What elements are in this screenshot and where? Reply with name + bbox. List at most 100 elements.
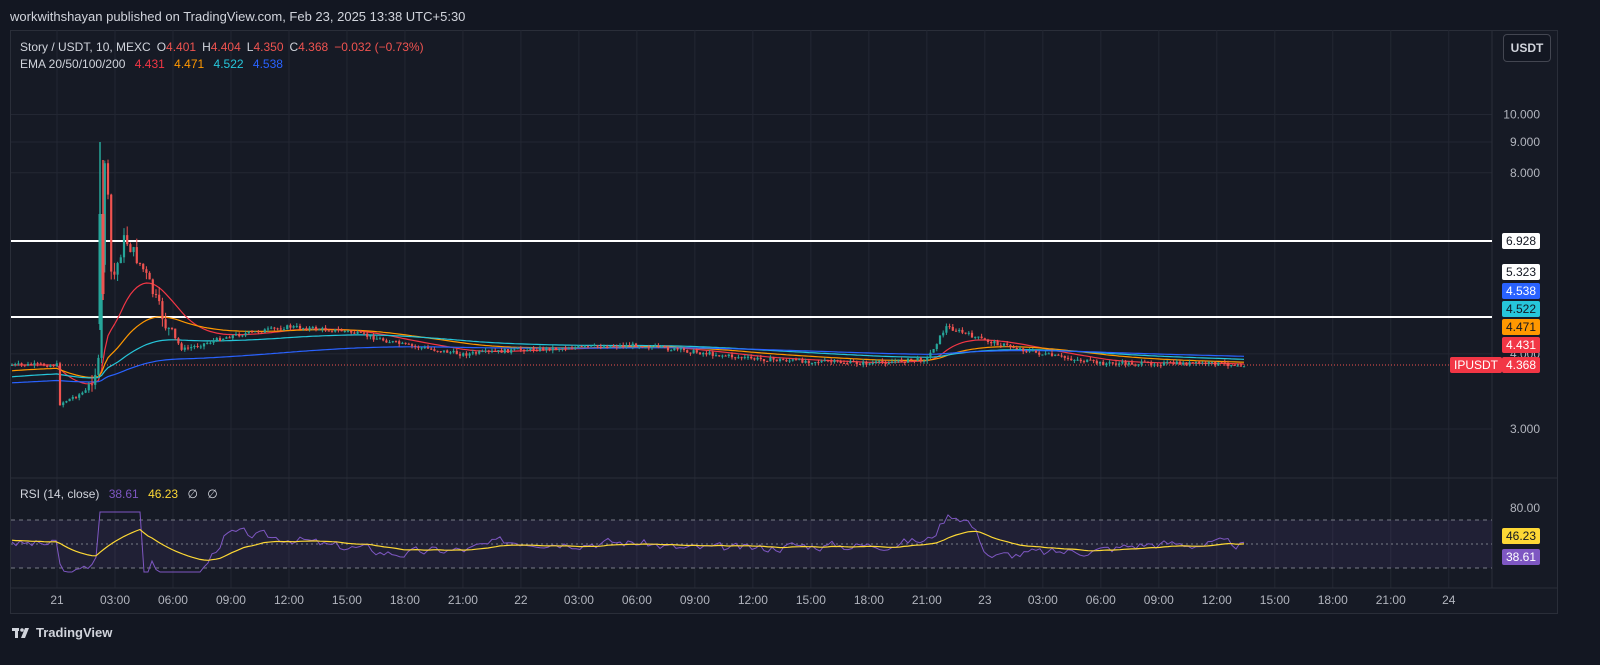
ema200-line: [11, 346, 1245, 384]
candle-body: [983, 338, 986, 340]
candle-body: [740, 357, 743, 359]
candle-body: [174, 328, 177, 339]
candle-body: [727, 354, 730, 356]
candle-body: [369, 335, 372, 337]
candle-body: [308, 327, 311, 330]
candle-body: [30, 363, 33, 366]
candle-body: [266, 328, 270, 330]
footer-bar: TradingView: [0, 615, 1600, 665]
candle-body: [974, 336, 977, 338]
candle-body: [638, 346, 641, 348]
candle-body: [36, 363, 39, 365]
candle-body: [420, 347, 423, 349]
candle-body: [164, 319, 167, 329]
candle-body: [196, 346, 199, 348]
candle-body: [458, 354, 462, 356]
candle-body: [945, 326, 948, 333]
candle-body: [673, 348, 676, 351]
candle-body: [1041, 354, 1044, 356]
candle-body: [1015, 347, 1018, 350]
candle-body: [814, 362, 817, 364]
candle-body: [260, 332, 263, 334]
candle-body: [449, 352, 452, 354]
candle-body: [967, 332, 970, 334]
candle-body: [804, 360, 807, 363]
candle-body: [398, 341, 401, 344]
chart-frame[interactable]: [10, 30, 1558, 614]
candle-body: [817, 362, 820, 364]
currency-button[interactable]: USDT: [1503, 34, 1551, 62]
candle-body: [714, 355, 718, 357]
ema20-tag: 4.431: [1502, 337, 1541, 353]
ema-name: EMA 20/50/100/200: [20, 57, 126, 71]
candle-body: [1207, 361, 1210, 365]
candle-body: [1188, 362, 1191, 366]
candle-body: [519, 348, 522, 350]
candle-body: [423, 347, 426, 349]
time-tick-label: 18:00: [854, 593, 884, 607]
candle-body: [474, 352, 478, 354]
candle-body: [10, 364, 14, 366]
candle-body: [180, 343, 183, 350]
open-value: 4.401: [166, 40, 197, 54]
time-tick-label: 09:00: [216, 593, 246, 607]
time-tick-label: 06:00: [1086, 593, 1116, 607]
candle-body: [52, 365, 55, 367]
candle-body: [737, 357, 740, 359]
candle-body: [202, 343, 206, 347]
candle-body: [756, 357, 759, 360]
spike-body: [98, 214, 102, 324]
candle-body: [116, 263, 119, 275]
candle-body: [641, 346, 644, 348]
candle-body: [199, 346, 202, 348]
candle-body: [90, 384, 94, 386]
candle-body: [343, 330, 346, 332]
ema-legend[interactable]: EMA 20/50/100/200 4.431 4.471 4.522 4.53…: [20, 57, 289, 71]
candle-body: [772, 357, 775, 360]
candle-body: [145, 269, 148, 273]
candle-body: [1121, 361, 1124, 364]
candle-body: [170, 327, 174, 329]
candle-body: [846, 363, 849, 365]
candle-body: [926, 357, 929, 361]
candle-body: [190, 347, 193, 349]
candle-body: [126, 235, 129, 245]
candle-body: [1044, 353, 1047, 355]
candle-body: [286, 325, 289, 330]
symbol-name: Story / USDT, 10, MEXC: [20, 40, 151, 54]
horizontal-levels: [11, 240, 1492, 366]
candle-body: [660, 346, 663, 348]
candle-body: [558, 348, 561, 350]
candle-body: [103, 163, 106, 265]
rsi-legend[interactable]: RSI (14, close) 38.61 46.23 ∅ ∅: [20, 487, 224, 501]
candle-body: [954, 330, 958, 332]
candle-body: [721, 355, 724, 357]
last-price-tag: 4.368: [1502, 357, 1541, 373]
candle-body: [452, 350, 455, 353]
low-label: L: [246, 40, 254, 54]
candle-body: [948, 326, 951, 328]
candle-body: [545, 347, 548, 351]
candle-body: [746, 356, 750, 358]
candle-body: [1057, 354, 1060, 356]
candle-body: [532, 347, 535, 351]
tradingview-logo[interactable]: TradingView: [12, 625, 112, 640]
candle-body: [346, 330, 350, 332]
candle-body: [49, 365, 52, 367]
symbol-legend[interactable]: Story / USDT, 10, MEXC O4.401 H4.404 L4.350…: [20, 40, 430, 54]
candle-body: [430, 348, 433, 350]
candle-body: [686, 350, 689, 353]
candle-body: [318, 329, 321, 331]
candle-body: [775, 359, 778, 361]
candle-body: [506, 349, 510, 353]
time-tick-label: 12:00: [1202, 593, 1232, 607]
candle-body: [46, 365, 49, 367]
candle-body: [510, 349, 513, 353]
candle-body: [215, 338, 218, 341]
candle-body: [743, 357, 746, 359]
candle-body: [401, 342, 404, 344]
candle-body: [516, 348, 519, 350]
candle-body: [394, 341, 398, 343]
candle-body: [1006, 343, 1009, 345]
